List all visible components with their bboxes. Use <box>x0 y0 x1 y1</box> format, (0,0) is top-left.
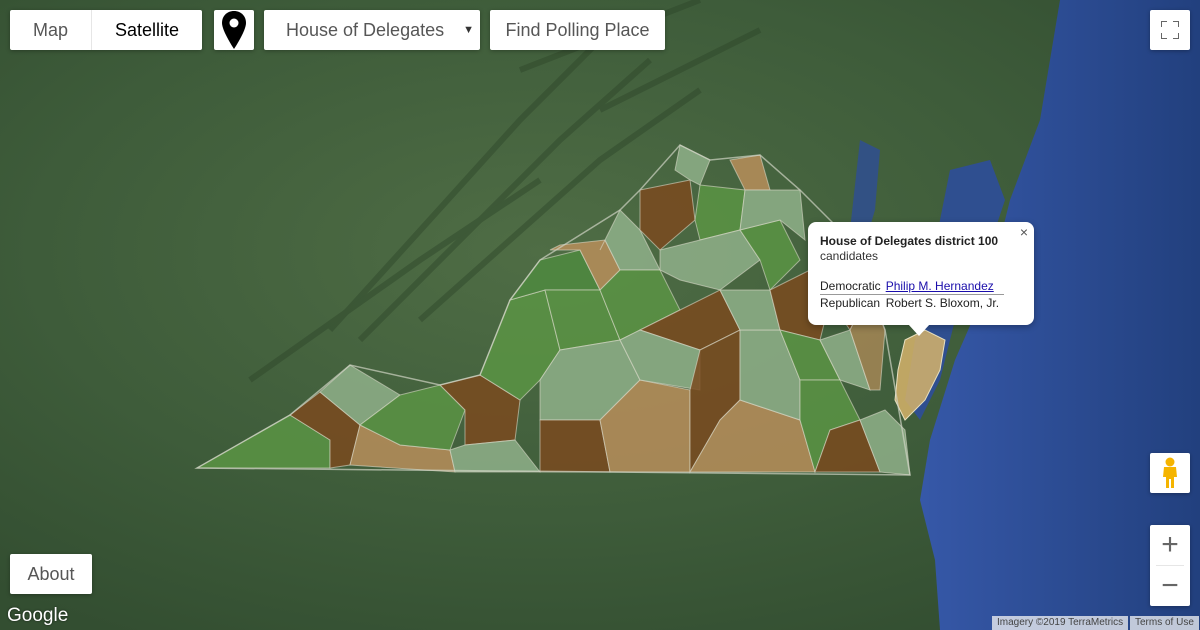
district[interactable] <box>639 179 696 251</box>
atlantic-ocean <box>920 0 1200 630</box>
imagery-attribution: Imagery ©2019 TerraMetrics <box>992 616 1129 630</box>
street-view-pegman[interactable] <box>1150 453 1190 493</box>
map-type-control: Map Satellite <box>10 10 203 50</box>
district[interactable] <box>739 189 806 242</box>
party-cell: Democratic <box>820 278 886 295</box>
map-type-divider <box>91 10 93 50</box>
district-info-window: × House of Delegates district 100 candid… <box>808 222 1034 336</box>
table-row: Republican Robert S. Bloxom, Jr. <box>820 295 1004 312</box>
ridge-texture <box>248 0 762 383</box>
party-cell: Republican <box>820 296 881 310</box>
chamber-select-value: House of Delegates <box>286 20 445 40</box>
candidates-table: Democratic Philip M. Hernandez Republica… <box>820 278 1005 312</box>
candidate-link[interactable]: Philip M. Hernandez <box>885 279 994 293</box>
zoom-out-button[interactable]: − <box>1161 569 1179 602</box>
fullscreen-icon <box>1161 21 1179 39</box>
district[interactable] <box>859 409 911 476</box>
zoom-control: + − <box>1150 525 1190 606</box>
candidate-cell: Philip M. Hernandez <box>885 278 1005 295</box>
fullscreen-button[interactable] <box>1150 10 1190 50</box>
district-layer <box>195 144 911 476</box>
locate-button[interactable] <box>214 10 254 50</box>
candidate-cell: Robert S. Bloxom, Jr. <box>885 296 1000 310</box>
close-icon[interactable]: × <box>1019 224 1028 240</box>
map-pin-icon <box>222 11 246 49</box>
find-polling-place-button[interactable]: Find Polling Place <box>490 10 665 50</box>
district[interactable] <box>539 419 611 473</box>
district[interactable] <box>449 439 542 473</box>
map-type-map-button[interactable]: Map <box>33 20 69 40</box>
pegman-icon <box>1163 457 1177 488</box>
about-button[interactable]: About <box>10 554 92 594</box>
district[interactable] <box>619 329 701 391</box>
map-type-satellite-button[interactable]: Satellite <box>115 20 180 40</box>
terms-of-use-link[interactable]: Terms of Use <box>1130 616 1199 630</box>
zoom-in-button[interactable]: + <box>1161 528 1179 561</box>
district-100-highlight[interactable] <box>894 329 946 421</box>
info-window-title: House of Delegates district 100 <box>820 234 999 248</box>
google-logo[interactable]: Google <box>7 605 69 626</box>
table-row: Democratic Philip M. Hernandez <box>820 278 1005 295</box>
info-window-subtitle: candidates <box>820 249 879 263</box>
zoom-divider <box>1156 565 1184 566</box>
chevron-down-icon: ▼ <box>463 24 474 36</box>
info-window-tail <box>908 324 930 336</box>
chamber-select[interactable]: House of Delegates ▼ <box>264 10 480 50</box>
